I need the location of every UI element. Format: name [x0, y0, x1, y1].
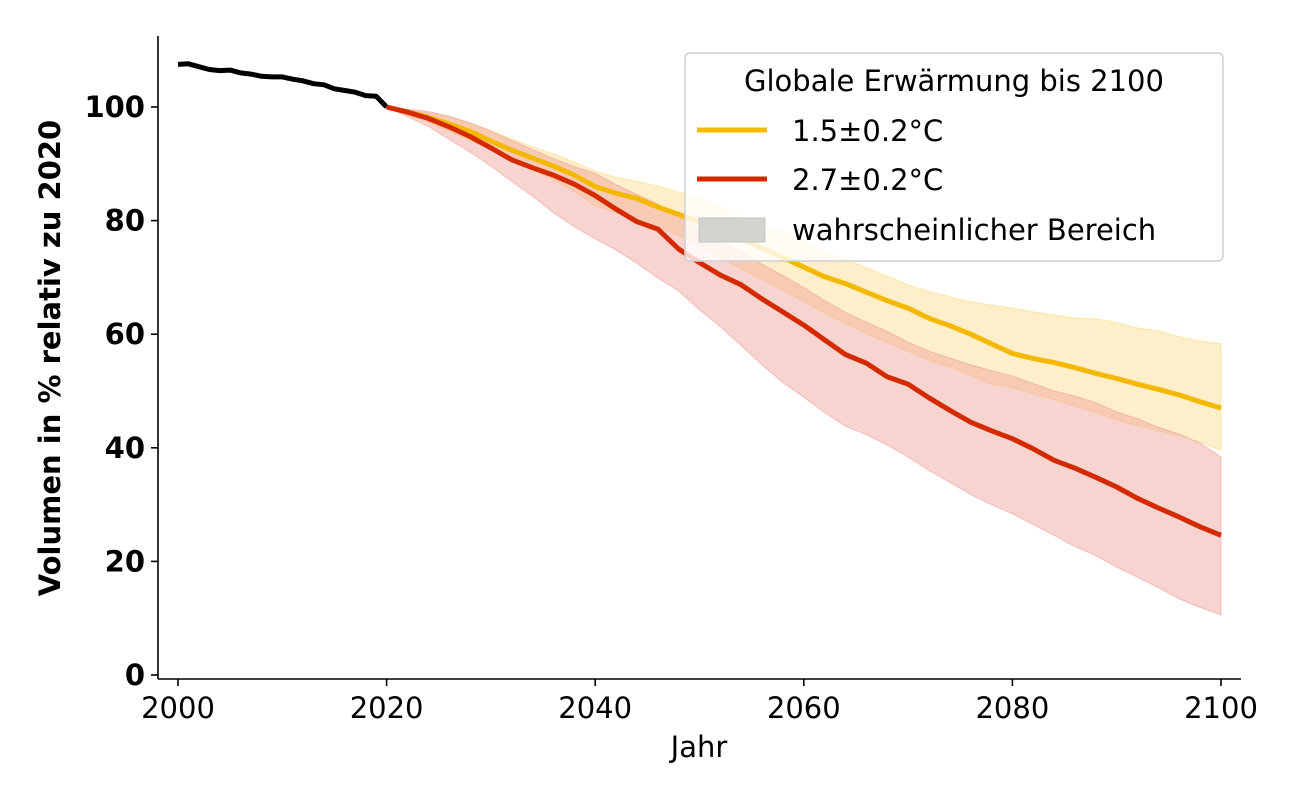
x-tick-label: 2020 — [350, 691, 424, 725]
y-ticks: 0 20 40 60 80 100 — [84, 90, 158, 692]
legend: Globale Erwärmung bis 2100 1.5±0.2°C 2.7… — [684, 52, 1224, 262]
y-tick-label: 40 — [105, 431, 145, 465]
series-lines — [177, 61, 1222, 538]
x-tick-label: 2060 — [767, 691, 841, 725]
y-axis-title: Volumen in % relativ zu 2020 — [33, 120, 67, 596]
x-tick-label: 2080 — [975, 691, 1049, 725]
legend-swatch-range — [698, 217, 766, 243]
legend-label-range: wahrscheinlicher Bereich — [792, 213, 1156, 247]
legend-label-2-7: 2.7±0.2°C — [792, 163, 943, 197]
y-tick-label: 0 — [125, 658, 145, 692]
axes — [157, 36, 1241, 680]
x-tick-label: 2040 — [558, 691, 632, 725]
y-tick-label: 100 — [84, 90, 145, 124]
legend-frame — [684, 52, 1224, 262]
line-1-5-0-2-C — [386, 104, 1222, 411]
x-axis-title: Jahr — [669, 730, 728, 764]
x-tick-label: 2100 — [1184, 691, 1258, 725]
y-tick-label: 60 — [105, 317, 145, 351]
line-2-7-0-2-C — [386, 104, 1222, 538]
legend-title: Globale Erwärmung bis 2100 — [744, 64, 1164, 98]
y-tick-label: 80 — [105, 204, 145, 238]
x-ticks: 2000 2020 2040 2060 2080 2100 — [141, 679, 1258, 725]
y-tick-label: 20 — [105, 544, 145, 578]
legend-label-1-5: 1.5±0.2°C — [792, 114, 943, 148]
x-tick-label: 2000 — [141, 691, 215, 725]
line-historisch — [177, 61, 389, 109]
